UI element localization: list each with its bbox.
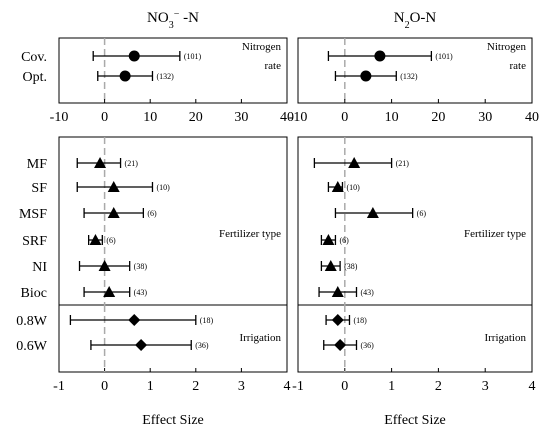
- x-tick-label: 10: [143, 110, 157, 125]
- effect-marker: [94, 157, 107, 168]
- effect-marker: [331, 181, 344, 192]
- x-tick-label: -1: [292, 379, 304, 394]
- column-title-part: −: [174, 9, 180, 20]
- x-axis-label-no3: Effect Size: [142, 413, 204, 428]
- panel-frame-bottom-n2o: [297, 136, 533, 373]
- column-title-part: NO: [147, 10, 169, 26]
- group-label: Nitrogen: [242, 41, 282, 53]
- x-tick-label: -10: [50, 110, 69, 125]
- category-label: Cov.: [21, 50, 47, 65]
- x-tick-label: 3: [482, 379, 489, 394]
- column-title-no3: NO3− -N: [147, 9, 199, 31]
- x-tick-label: -1: [53, 379, 65, 394]
- effect-marker: [331, 314, 344, 326]
- x-tick-label: 0: [341, 379, 348, 394]
- group-label: Fertilizer type: [464, 228, 526, 240]
- column-title-part: -N: [179, 10, 199, 26]
- x-tick-label: 30: [478, 110, 492, 125]
- effect-marker: [107, 181, 120, 192]
- sample-size-label: (18): [353, 316, 367, 325]
- effect-marker: [360, 70, 372, 82]
- category-label: Opt.: [23, 70, 48, 85]
- effect-marker: [334, 339, 347, 351]
- x-tick-label: 0: [101, 379, 108, 394]
- panel-frame-top-no3: [58, 37, 288, 104]
- x-tick-label: 4: [284, 379, 291, 394]
- effect-marker: [128, 314, 141, 326]
- x-tick-label: 20: [431, 110, 445, 125]
- category-label: Bioc: [21, 286, 47, 301]
- x-tick-label: 1: [388, 379, 395, 394]
- sample-size-label: (43): [361, 288, 375, 297]
- effect-marker: [89, 234, 102, 245]
- sample-size-label: (38): [344, 262, 358, 271]
- group-label: rate: [265, 60, 282, 72]
- effect-marker: [348, 157, 361, 168]
- sample-size-label: (101): [184, 52, 202, 61]
- category-label: 0.8W: [16, 314, 48, 329]
- sample-size-label: (132): [400, 72, 418, 81]
- x-tick-label: 30: [234, 110, 248, 125]
- x-tick-label: 3: [238, 379, 245, 394]
- sample-size-label: (38): [134, 262, 148, 271]
- x-tick-label: 20: [189, 110, 203, 125]
- sample-size-label: (132): [156, 72, 174, 81]
- sample-size-label: (10): [346, 183, 360, 192]
- panel-frame-bottom-no3: [58, 136, 288, 373]
- group-label: rate: [510, 60, 527, 72]
- category-label: NI: [32, 260, 47, 275]
- sample-size-label: (18): [200, 316, 214, 325]
- sample-size-label: (6): [417, 209, 427, 218]
- category-label: MF: [27, 157, 47, 172]
- group-label: Fertilizer type: [219, 228, 281, 240]
- effect-marker: [331, 286, 344, 297]
- sample-size-label: (6): [339, 236, 349, 245]
- sample-size-label: (21): [125, 159, 139, 168]
- category-label: MSF: [19, 207, 47, 222]
- group-label: Nitrogen: [487, 41, 527, 53]
- category-label: 0.6W: [16, 339, 48, 354]
- effect-marker: [374, 50, 386, 62]
- column-title-part: 2: [405, 20, 410, 31]
- category-label: SF: [31, 181, 47, 196]
- sample-size-label: (21): [396, 159, 410, 168]
- sample-size-label: (43): [134, 288, 148, 297]
- column-title-part: N: [394, 10, 405, 26]
- effect-marker: [324, 260, 337, 271]
- category-label: SRF: [22, 234, 47, 249]
- effect-marker: [107, 207, 120, 218]
- x-tick-label: 40: [525, 110, 539, 125]
- x-tick-label: 4: [529, 379, 536, 394]
- x-tick-label: 2: [192, 379, 199, 394]
- panel-frame-top-n2o: [297, 37, 533, 104]
- x-tick-label: 10: [385, 110, 399, 125]
- group-label: Irrigation: [484, 332, 526, 344]
- x-axis-label-n2o: Effect Size: [384, 413, 446, 428]
- column-title-part: O-N: [410, 10, 437, 26]
- effect-marker: [366, 207, 379, 218]
- x-tick-label: 2: [435, 379, 442, 394]
- column-title-n2o: N2O-N: [394, 10, 437, 31]
- sample-size-label: (10): [156, 183, 170, 192]
- sample-size-label: (6): [147, 209, 157, 218]
- group-label: Irrigation: [239, 332, 281, 344]
- sample-size-label: (36): [361, 341, 375, 350]
- x-tick-label: 0: [341, 110, 348, 125]
- effect-marker: [98, 260, 111, 271]
- effect-marker: [322, 234, 335, 245]
- x-tick-label: -10: [289, 110, 308, 125]
- x-tick-label: 0: [101, 110, 108, 125]
- sample-size-label: (36): [195, 341, 209, 350]
- x-tick-label: 1: [147, 379, 154, 394]
- x-tick-label: 40: [280, 110, 294, 125]
- column-title-part: 3: [169, 20, 174, 31]
- sample-size-label: (101): [435, 52, 453, 61]
- effect-marker: [119, 70, 131, 82]
- sample-size-label: (6): [106, 236, 116, 245]
- effect-marker: [128, 50, 140, 62]
- effect-marker: [135, 339, 148, 351]
- effect-marker: [103, 286, 116, 297]
